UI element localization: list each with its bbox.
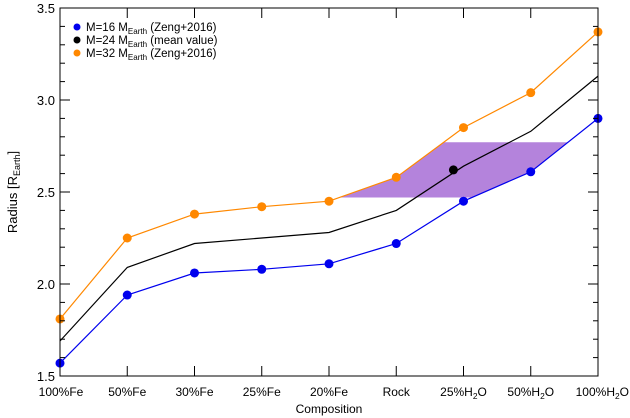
y-axis-label-sub: Earth <box>12 155 22 177</box>
legend-label-0: M=16 MEarth (Zeng+2016) <box>86 22 217 36</box>
y-axis-label: Radius [REarth] <box>5 151 22 233</box>
x-tick-label-sub: 2 <box>615 391 620 401</box>
y-tick-label: 2.0 <box>37 277 55 292</box>
y-axis-label-end: ] <box>5 151 20 155</box>
legend-marker-0 <box>73 23 81 31</box>
series-2-point-3 <box>257 202 267 212</box>
legend-marker-2 <box>73 49 81 57</box>
y-axis-label-main: Radius [R <box>5 176 20 233</box>
plot-frame <box>59 7 599 377</box>
x-tick-label: Rock <box>383 385 411 399</box>
x-tick-label: 25%Fe <box>243 385 281 399</box>
x-tick-label-end: O <box>620 385 629 399</box>
x-tick-label-main: 25%Fe <box>243 385 281 399</box>
series-0-point-5 <box>391 239 401 249</box>
x-tick-label: 25%H2O <box>440 385 487 401</box>
x-tick-label-end: O <box>478 385 487 399</box>
legend-label-2-main: M=32 M <box>86 48 128 60</box>
legend-label-1-main: M=24 M <box>86 35 128 47</box>
legend: M=16 MEarth (Zeng+2016)M=24 MEarth (mean… <box>73 22 218 62</box>
x-tick-label: 100%H2O <box>576 385 629 401</box>
legend-label-1-sub: Earth <box>128 40 147 49</box>
legend-label-1: M=24 MEarth (mean value) <box>86 35 218 49</box>
series-layer <box>55 27 603 368</box>
x-tick-label-main: 100%H <box>576 385 615 399</box>
x-tick-label-main: Rock <box>383 385 411 399</box>
legend-label-1-end: (mean value) <box>147 35 217 47</box>
x-tick-label-sub: 2 <box>540 391 545 401</box>
series-0-point-7 <box>526 167 536 177</box>
x-tick-label-end: O <box>545 385 554 399</box>
series-line-1 <box>59 75 599 342</box>
x-tick-label: 20%Fe <box>310 385 348 399</box>
y-tick-label: 3.5 <box>37 1 55 16</box>
series-2-point-1 <box>122 233 132 243</box>
x-tick-label: 50%H2O <box>507 385 554 401</box>
x-tick-label: 100%Fe <box>39 385 84 399</box>
x-tick-label: 50%Fe <box>108 385 146 399</box>
x-tick-label-main: 20%Fe <box>310 385 348 399</box>
legend-label-2-sub: Earth <box>128 53 147 62</box>
x-tick-label-main: 100%Fe <box>39 385 84 399</box>
x-axis-label: Composition <box>296 402 363 416</box>
series-2-point-7 <box>526 88 536 98</box>
legend-label-2: M=32 MEarth (Zeng+2016) <box>86 48 217 62</box>
y-tick-label: 1.5 <box>37 369 55 384</box>
legend-label-0-sub: Earth <box>128 27 147 36</box>
x-tick-label: 30%Fe <box>175 385 213 399</box>
x-tick-label-main: 50%Fe <box>108 385 146 399</box>
series-0-point-4 <box>324 259 334 269</box>
series-2-point-4 <box>324 196 334 206</box>
x-tick-label-main: 25%H <box>440 385 473 399</box>
legend-label-0-end: (Zeng+2016) <box>147 22 217 34</box>
series-0-point-3 <box>257 264 267 274</box>
x-tick-label-main: 50%H <box>507 385 540 399</box>
series-0-point-2 <box>190 268 199 278</box>
legend-label-2-end: (Zeng+2016) <box>147 48 217 60</box>
legend-marker-1 <box>73 36 81 44</box>
x-tick-label-main: 30%Fe <box>175 385 213 399</box>
series-0-point-1 <box>122 290 132 300</box>
series-2-point-5 <box>391 172 401 182</box>
highlight-point <box>448 165 458 175</box>
y-tick-label: 3.0 <box>37 93 55 108</box>
y-tick-label: 2.5 <box>37 185 55 200</box>
legend-label-0-main: M=16 M <box>86 22 128 34</box>
series-2-point-2 <box>190 209 199 219</box>
series-2-point-6 <box>459 123 468 133</box>
series-0-point-6 <box>459 196 468 206</box>
axes-layer: 1.5 2.0 2.5 3.0 3.5 100%Fe 50%Fe 30%Fe 25%Fe 20%F… <box>37 1 629 401</box>
x-tick-label-sub: 2 <box>473 391 478 401</box>
